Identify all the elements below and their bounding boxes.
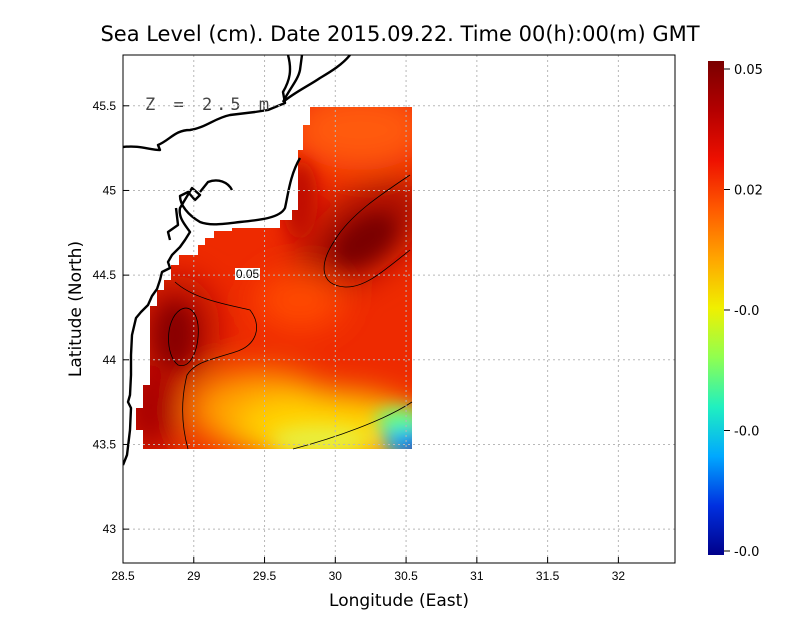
x-tick-label: 31.5 bbox=[536, 569, 560, 583]
colorbar-ramp bbox=[708, 61, 724, 555]
colorbar-tick-label: 0.02 bbox=[734, 184, 763, 199]
contour-lines bbox=[168, 174, 413, 450]
y-tick-label: 44.5 bbox=[93, 268, 117, 282]
y-tick-label: 43 bbox=[103, 522, 117, 536]
colorbar-tick-label: -0.0 bbox=[734, 304, 759, 319]
contour-label-box bbox=[235, 268, 260, 280]
colorbar: 0.05 0.02 -0.0 -0.0 -0.0 bbox=[708, 61, 763, 560]
depth-annotation: Z = 2.5 m bbox=[145, 95, 273, 115]
plot-frame bbox=[122, 54, 676, 564]
x-axis-ticks: 28.5 29 29.5 30 30.5 31 31.5 32 bbox=[111, 557, 625, 583]
y-tick-label: 44 bbox=[103, 353, 117, 367]
x-tick-label: 32 bbox=[612, 569, 626, 583]
chart-title: Sea Level (cm). Date 2015.09.22. Time 00… bbox=[100, 22, 699, 46]
colorbar-tick-label: -0.0 bbox=[734, 545, 759, 560]
colorbar-tick-label: -0.0 bbox=[734, 425, 759, 440]
colorbar-tick-label: 0.05 bbox=[734, 63, 763, 78]
x-tick-label: 30.5 bbox=[394, 569, 418, 583]
x-tick-label: 30 bbox=[329, 569, 343, 583]
x-tick-label: 31 bbox=[470, 569, 484, 583]
x-tick-label: 29 bbox=[187, 569, 201, 583]
y-tick-label: 43.5 bbox=[93, 437, 117, 451]
y-axis-label: Latitude (North) bbox=[66, 241, 86, 377]
gridlines bbox=[123, 55, 675, 563]
colorbar-ticks: 0.05 0.02 -0.0 -0.0 -0.0 bbox=[724, 63, 763, 560]
x-tick-label: 29.5 bbox=[253, 569, 277, 583]
x-axis-label: Longitude (East) bbox=[329, 591, 469, 611]
coastline bbox=[123, 55, 351, 466]
contour-label: 0.05 bbox=[236, 267, 260, 281]
x-tick-label: 28.5 bbox=[111, 569, 135, 583]
y-tick-label: 45 bbox=[103, 183, 117, 197]
y-axis-ticks: 43 43.5 44 44.5 45 45.5 bbox=[93, 99, 129, 536]
y-tick-label: 45.5 bbox=[93, 99, 117, 113]
